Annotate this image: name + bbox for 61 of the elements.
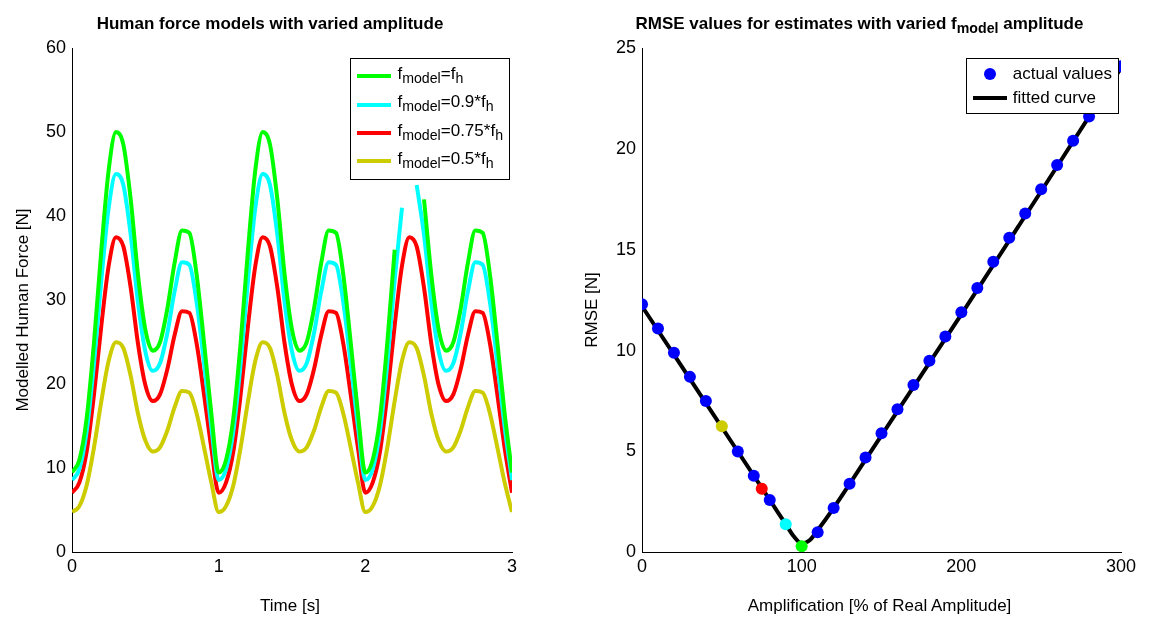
point [1035, 183, 1048, 196]
y-tick-label: 20 [615, 137, 637, 158]
y-tick-label: 0 [56, 541, 67, 562]
point [1051, 159, 1064, 172]
point [923, 354, 936, 367]
point [891, 403, 904, 416]
point [971, 282, 984, 295]
y-tick-label: 10 [615, 339, 637, 360]
y-tick-label: 25 [615, 36, 637, 57]
point [955, 306, 968, 319]
point [843, 477, 856, 490]
x-tick-label: 3 [506, 556, 518, 577]
point [1067, 134, 1080, 147]
y-tick-label: 60 [45, 36, 67, 57]
point [987, 255, 1000, 268]
point [1003, 231, 1016, 244]
x-tick-label: 1 [213, 556, 224, 577]
point [859, 451, 872, 464]
y-tick-label: 5 [626, 440, 637, 461]
point [755, 482, 768, 495]
y-tick-label: 40 [45, 205, 67, 226]
point [747, 469, 760, 482]
point [683, 370, 696, 383]
chart-title: RMSE values for estimates with varied f$_{model}$ amplitude [634, 14, 1085, 37]
point [827, 502, 840, 515]
legend-label: f$_{model}$=0.75*f$_{h}$ [397, 119, 503, 146]
point [731, 445, 744, 458]
point [1019, 207, 1032, 220]
y-tick-label: 15 [615, 238, 637, 259]
y-axis-title: Modelled Human Force [N] [12, 208, 33, 412]
point [875, 427, 888, 440]
y-tick-label: 0 [626, 541, 637, 562]
point [811, 526, 824, 539]
point [651, 322, 664, 335]
y-tick-label: 20 [45, 373, 67, 394]
line-series [72, 340, 512, 515]
y-tick-label: 50 [45, 121, 67, 142]
x-axis-title: Amplification [% of Real Amplitude] [746, 596, 1013, 616]
legend-label: actual values [1012, 63, 1112, 85]
point [907, 378, 920, 391]
x-axis-title: Time [s] [259, 596, 321, 616]
point [939, 330, 952, 343]
x-tick-label: 300 [1105, 556, 1137, 577]
x-tick-label: 2 [360, 556, 371, 577]
point [715, 420, 728, 433]
y-tick-label: 30 [45, 289, 67, 310]
legend-label: f$_{model}$=0.9*f$_{h}$ [397, 91, 494, 117]
legend-label: f$_{model}$=0.5*f$_{h}$ [397, 148, 494, 174]
legend-label: fitted curve [1012, 87, 1096, 109]
legend-label: f$_{model}$=f$_{h}$ [397, 63, 464, 89]
point [667, 346, 680, 359]
x-tick-label: 100 [786, 556, 817, 577]
y-tick-label: 10 [45, 457, 67, 478]
point [699, 395, 712, 408]
point [795, 540, 808, 553]
point [779, 518, 792, 531]
chart-title: Human force models with varied amplitude [95, 14, 445, 34]
y-axis-title: RMSE [N] [581, 272, 602, 348]
line-series [72, 235, 512, 495]
x-tick-label: 200 [946, 556, 977, 577]
point [763, 493, 776, 506]
